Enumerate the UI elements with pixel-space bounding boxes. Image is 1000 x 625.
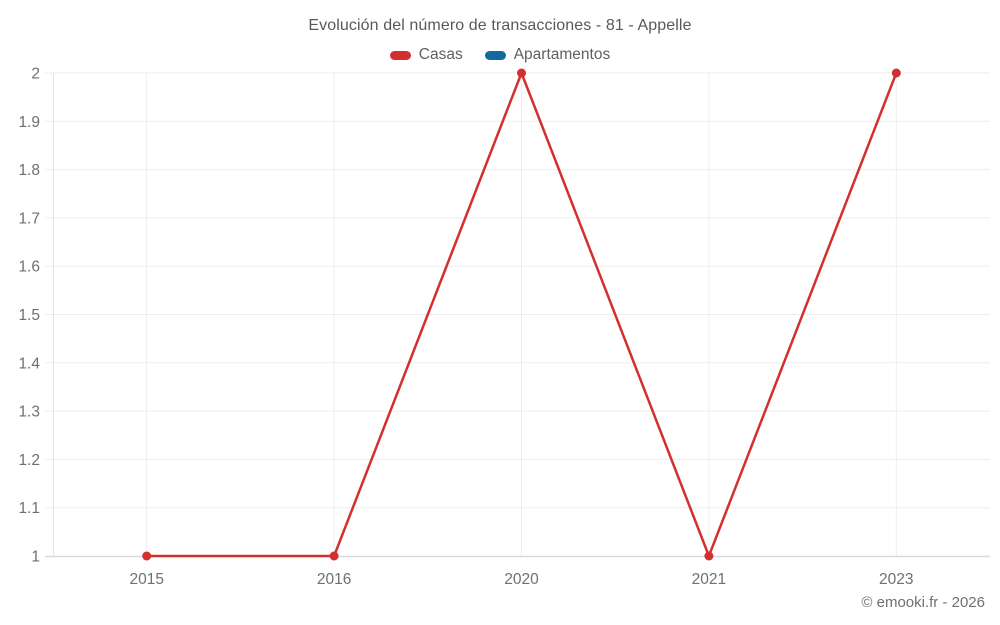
- apartamentos-swatch-icon: [484, 50, 506, 60]
- legend-item-casas[interactable]: Casas: [389, 46, 463, 64]
- x-tick-label: 2016: [317, 571, 351, 588]
- y-tick-label: 1: [31, 549, 40, 566]
- data-point-casas-2015: [142, 551, 152, 561]
- legend: Casas Apartamentos: [0, 46, 1000, 64]
- x-tick-label: 2023: [879, 571, 913, 588]
- data-point-casas-2016: [329, 551, 339, 561]
- data-point-casas-2023: [891, 68, 901, 78]
- y-tick-label: 1.8: [18, 162, 40, 179]
- y-tick-label: 1.3: [18, 404, 40, 421]
- y-tick-label: 1.4: [18, 355, 40, 372]
- y-tick-label: 1.2: [18, 452, 40, 469]
- series-casas: [142, 68, 901, 561]
- x-tick-label: 2020: [504, 571, 539, 588]
- y-tick-label: 1.6: [18, 259, 40, 276]
- legend-label-casas: Casas: [418, 46, 463, 63]
- casas-swatch-icon: [389, 50, 411, 60]
- x-tick-label: 2021: [692, 571, 726, 588]
- copyright: © emooki.fr - 2026: [861, 594, 985, 611]
- x-tick-label: 2015: [129, 571, 163, 588]
- data-point-casas-2021: [704, 551, 714, 561]
- x-axis-labels: 2015 2016 2020 2021 2023: [129, 571, 913, 588]
- data-point-casas-2020: [517, 68, 526, 78]
- legend-item-apartamentos[interactable]: Apartamentos: [484, 46, 611, 64]
- chart-title: Evolución del número de transacciones - …: [308, 17, 692, 34]
- y-gridlines: [45, 72, 990, 509]
- y-axis-labels: 1 1.1 1.2 1.3 1.4 1.5 1.6 1.7 1.8 1.9 2: [18, 66, 40, 566]
- y-tick-label: 1.7: [18, 210, 40, 227]
- y-tick-label: 1.1: [18, 500, 40, 517]
- y-tick-label: 1.9: [18, 114, 40, 131]
- y-tick-label: 1.5: [18, 307, 40, 324]
- y-tick-label: 2: [31, 66, 40, 83]
- legend-label-apartamentos: Apartamentos: [513, 46, 611, 63]
